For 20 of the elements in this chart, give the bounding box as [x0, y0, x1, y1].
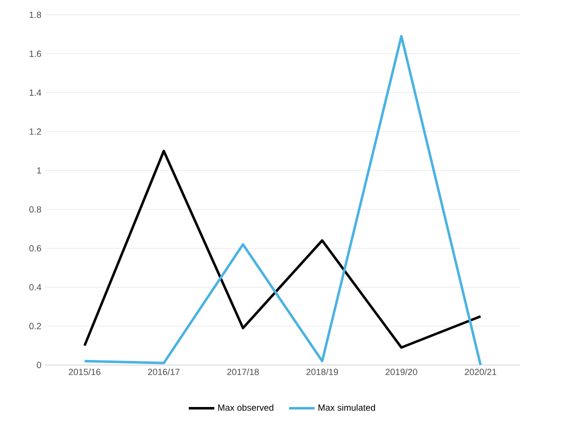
- x-tick-label: 2019/20: [386, 368, 418, 376]
- y-tick-label: 1.4: [30, 90, 42, 96]
- y-tick-label: 0.4: [29, 284, 42, 290]
- y-tick-label: 0.8: [29, 206, 42, 213]
- x-tick-label: 2015/16: [68, 368, 100, 376]
- x-tick-label: 2016/17: [148, 368, 180, 376]
- y-tick-label: 0.6: [29, 245, 42, 252]
- y-tick-label: 1: [37, 167, 42, 174]
- y-tick-label: 1.2: [30, 128, 42, 135]
- legend-label: Max simulated: [318, 404, 376, 411]
- line-series: [83, 150, 482, 349]
- y-tick-label: 0: [36, 362, 42, 368]
- y-tick-label: 1.6: [30, 50, 42, 57]
- legend-label: Max observed: [218, 404, 274, 411]
- y-tick-label: 0.2: [29, 322, 42, 330]
- y-tick-label: 1.8: [30, 12, 42, 18]
- x-tick-label: 2020/21: [464, 368, 496, 376]
- x-tick-label: 2017/18: [227, 368, 259, 376]
- line-series: [83, 34, 482, 365]
- x-tick-label: 2018/19: [306, 368, 338, 376]
